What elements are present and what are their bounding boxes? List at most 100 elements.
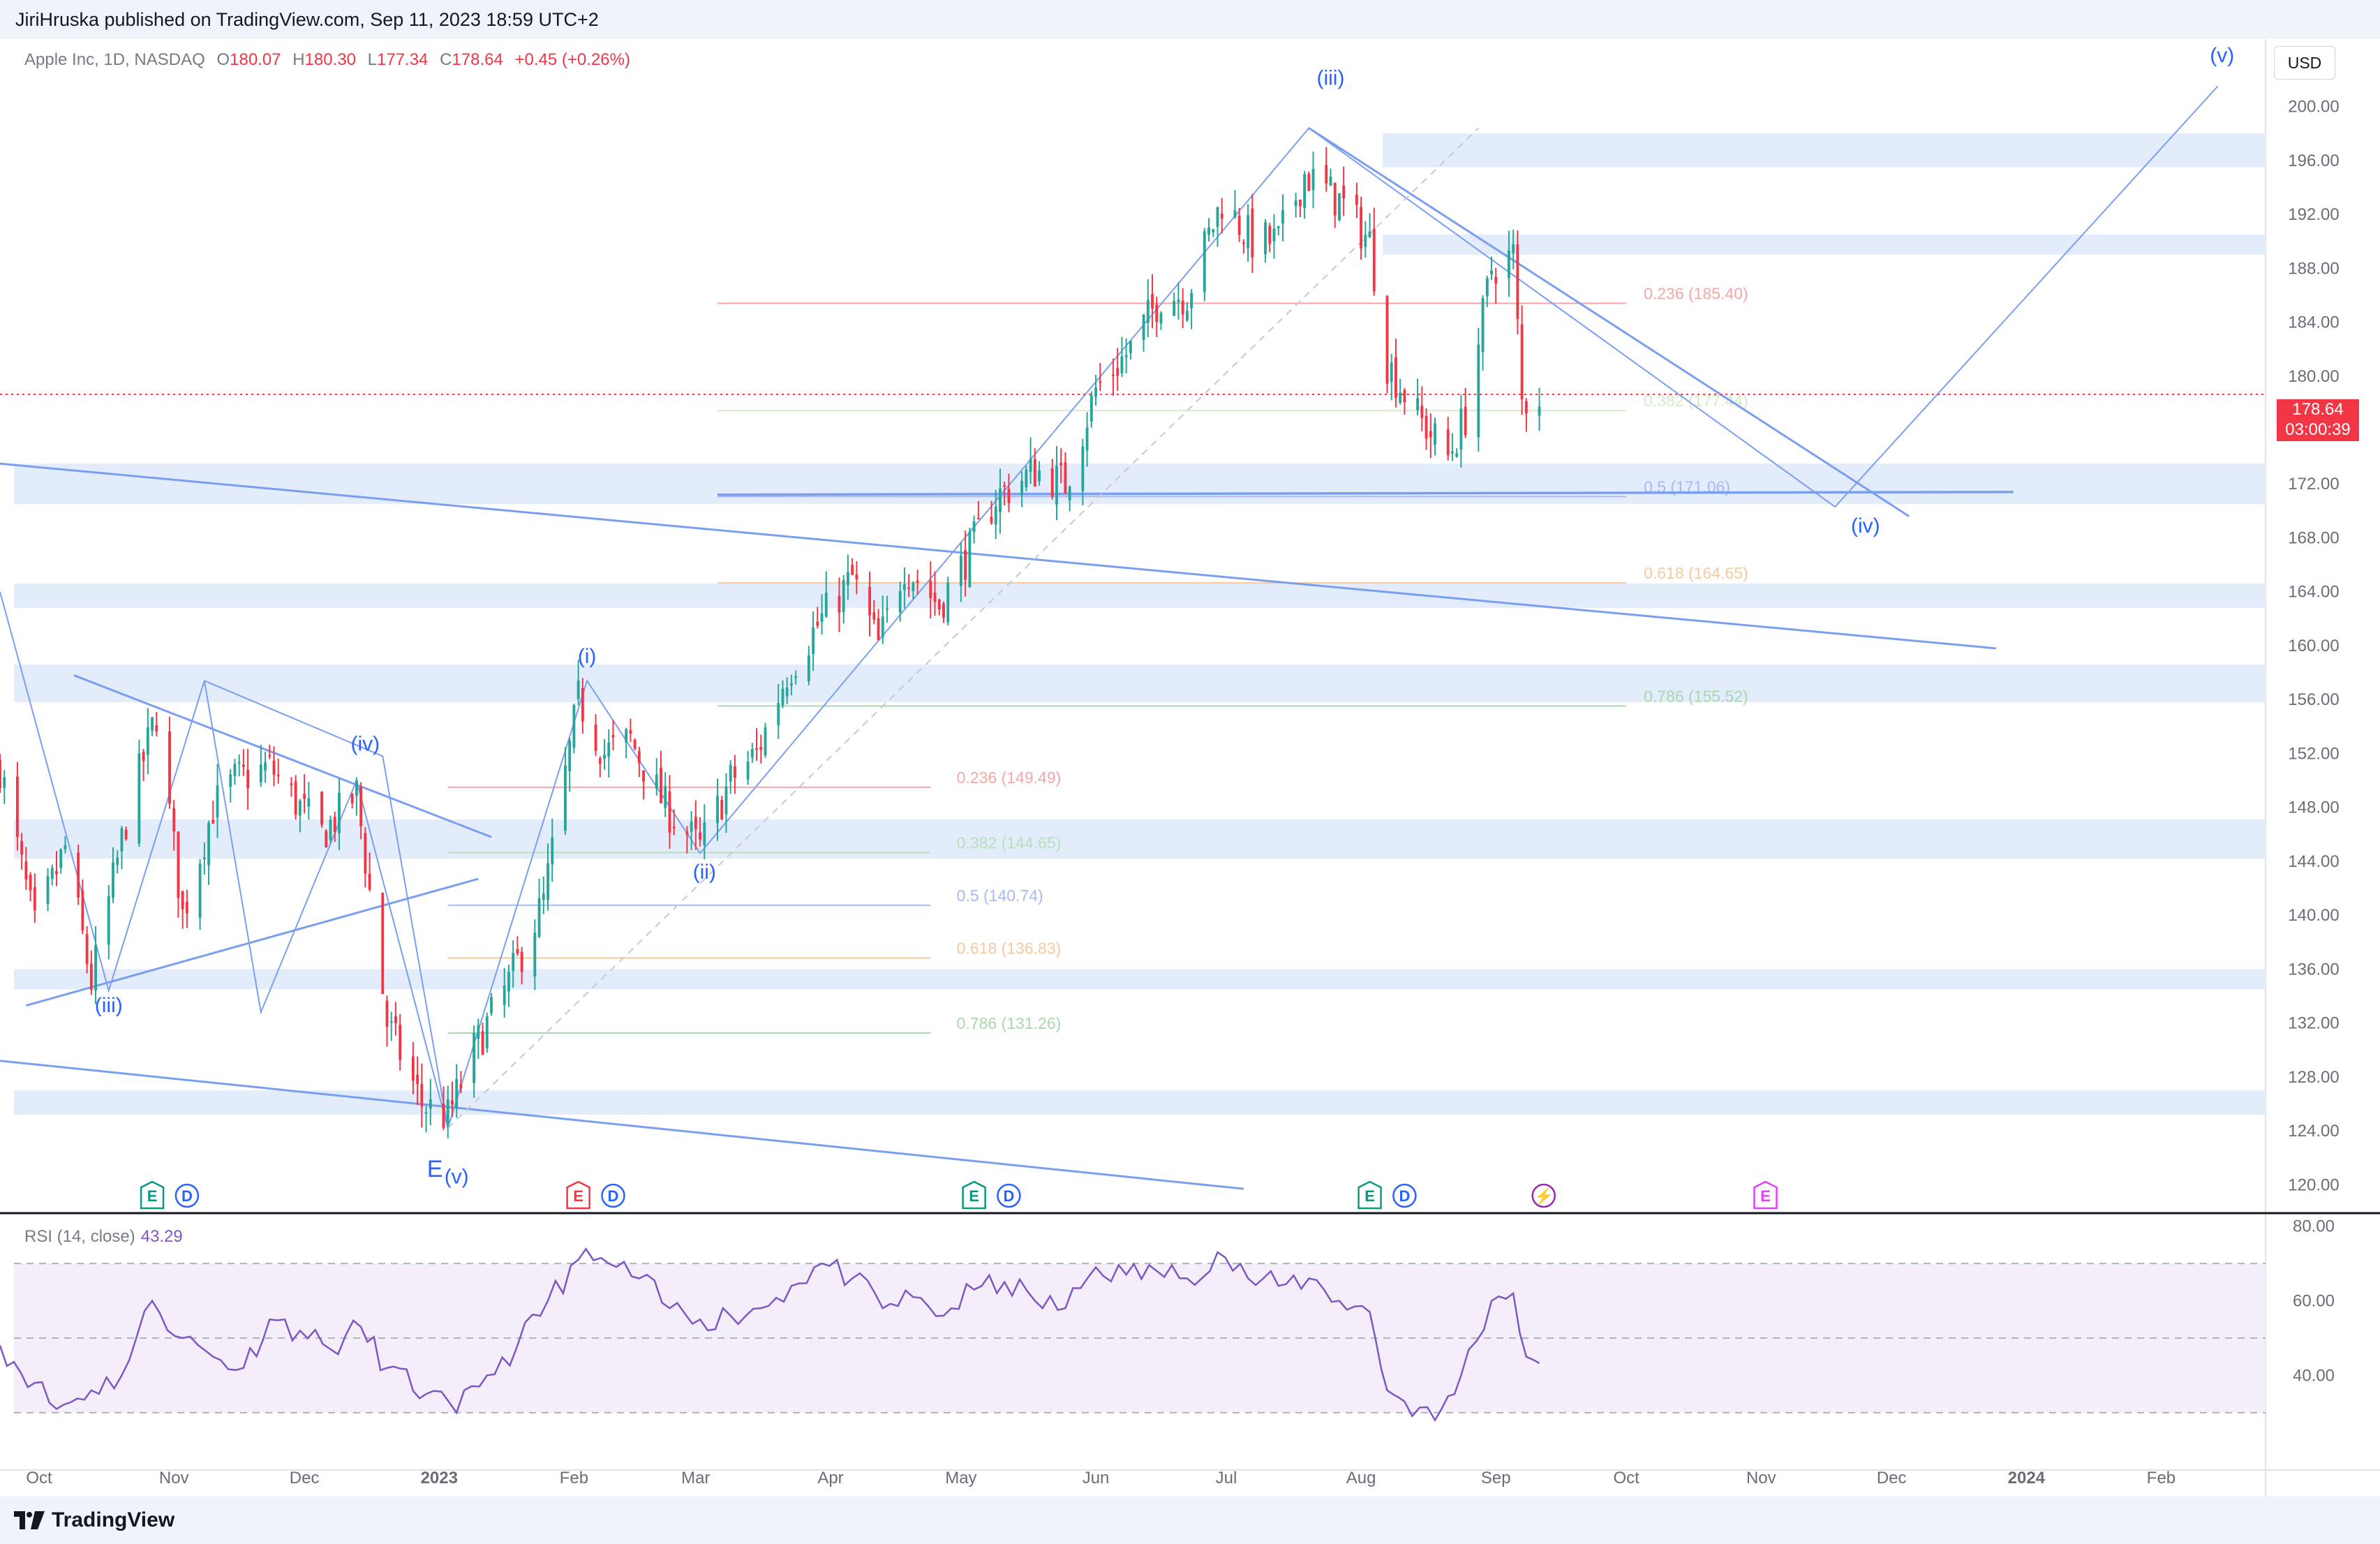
event-marker-badge [997,1183,1021,1208]
candle-body [298,800,302,816]
candle-body [303,794,306,799]
candle [564,747,567,835]
candle [907,574,911,597]
candle [759,734,763,764]
candle-body [272,760,276,775]
candle-body [1403,389,1406,403]
candle-body [1038,470,1041,482]
candle [207,820,210,885]
symbol-name: Apple Inc, 1D, NASDAQ [24,50,205,69]
bar-countdown: 03:00:39 [2285,420,2351,439]
candle [855,561,858,595]
candle [1203,228,1206,302]
candle-body [177,831,180,898]
candle-body [916,580,919,584]
candle-body [1251,208,1254,258]
candle-body [1507,250,1510,279]
candle [411,1041,415,1094]
candle [520,947,523,985]
symbol-legend: Apple Inc, 1D, NASDAQ O180.07 H180.30 L1… [24,50,637,70]
candle-body [237,762,241,764]
candle-body [241,764,245,767]
wave-label: (ii) [693,861,716,884]
candle [185,889,188,928]
candle-body [15,776,19,837]
candle-body [181,891,184,910]
candle-body [1425,416,1428,439]
candle-body [907,587,911,589]
time-tick-label: Dec [1877,1469,1907,1487]
time-tick-label: Aug [1346,1469,1376,1487]
candle [416,1056,419,1106]
candle [733,755,736,794]
candle [329,815,332,843]
candle [1485,275,1489,307]
candle [1455,448,1459,458]
candle [320,791,323,828]
candle-body [381,892,385,995]
wave4-fib-label: 0.236 (185.40) [1644,284,1748,302]
candle [968,528,972,588]
candle-body [1151,294,1154,309]
candle-body [564,765,567,831]
candle-body [781,688,784,706]
candle-body [1294,200,1297,206]
candle [1129,341,1132,360]
chart-canvas: 0.236 (149.49) 0.382 (144.65) 0.5 (140.74)… [0,39,2380,1497]
candle [1333,182,1337,228]
tradingview-logo[interactable]: TradingView [14,1508,174,1533]
price-tick-label: 156.00 [2288,690,2339,709]
candle [877,609,880,641]
candle-body [481,1031,484,1055]
candle [1216,207,1219,247]
currency-button[interactable]: USD [2274,46,2335,80]
candle-body [625,729,628,743]
wave-label: (v) [2210,44,2234,67]
candle-body [1516,244,1519,320]
candle-body [1464,406,1467,436]
candle [750,743,754,763]
candle [807,646,810,686]
candle [512,940,515,988]
candle-body [451,1100,454,1105]
candle [976,500,980,520]
candle-body [842,580,845,612]
candle [1355,182,1358,218]
candle-body [1268,225,1272,244]
candle [1481,295,1485,371]
candle [77,844,80,905]
candle-body [473,1032,476,1083]
price-tick-label: 140.00 [2288,906,2339,925]
candle-body [1212,229,1215,233]
candle [785,677,789,704]
candle-body [1185,311,1189,321]
candle-body [603,755,606,759]
candle [990,500,993,525]
candle [655,757,658,796]
candle [1212,229,1215,237]
candle-body [520,951,523,972]
candle-body [424,1112,428,1114]
rsi-line [0,1247,1540,1423]
candle [607,729,611,778]
candle-body [1360,207,1363,248]
candle-body [746,762,750,780]
candle [1146,279,1150,337]
candle [155,711,158,736]
event-marker-badge [140,1180,165,1210]
candle [137,739,141,847]
wave-label: (iv) [351,733,380,756]
candle-body [1416,398,1420,410]
event-marker: E [1753,1180,1778,1210]
candle [581,678,584,734]
candle-body [146,727,149,755]
candle-body [1281,210,1284,224]
candle [424,1104,428,1133]
candle-body [794,676,798,678]
candle-body [459,1083,463,1089]
candle-body [350,794,354,803]
candle [202,842,206,875]
candle-body [1338,193,1341,221]
candle [1242,239,1245,254]
candle [637,746,641,778]
